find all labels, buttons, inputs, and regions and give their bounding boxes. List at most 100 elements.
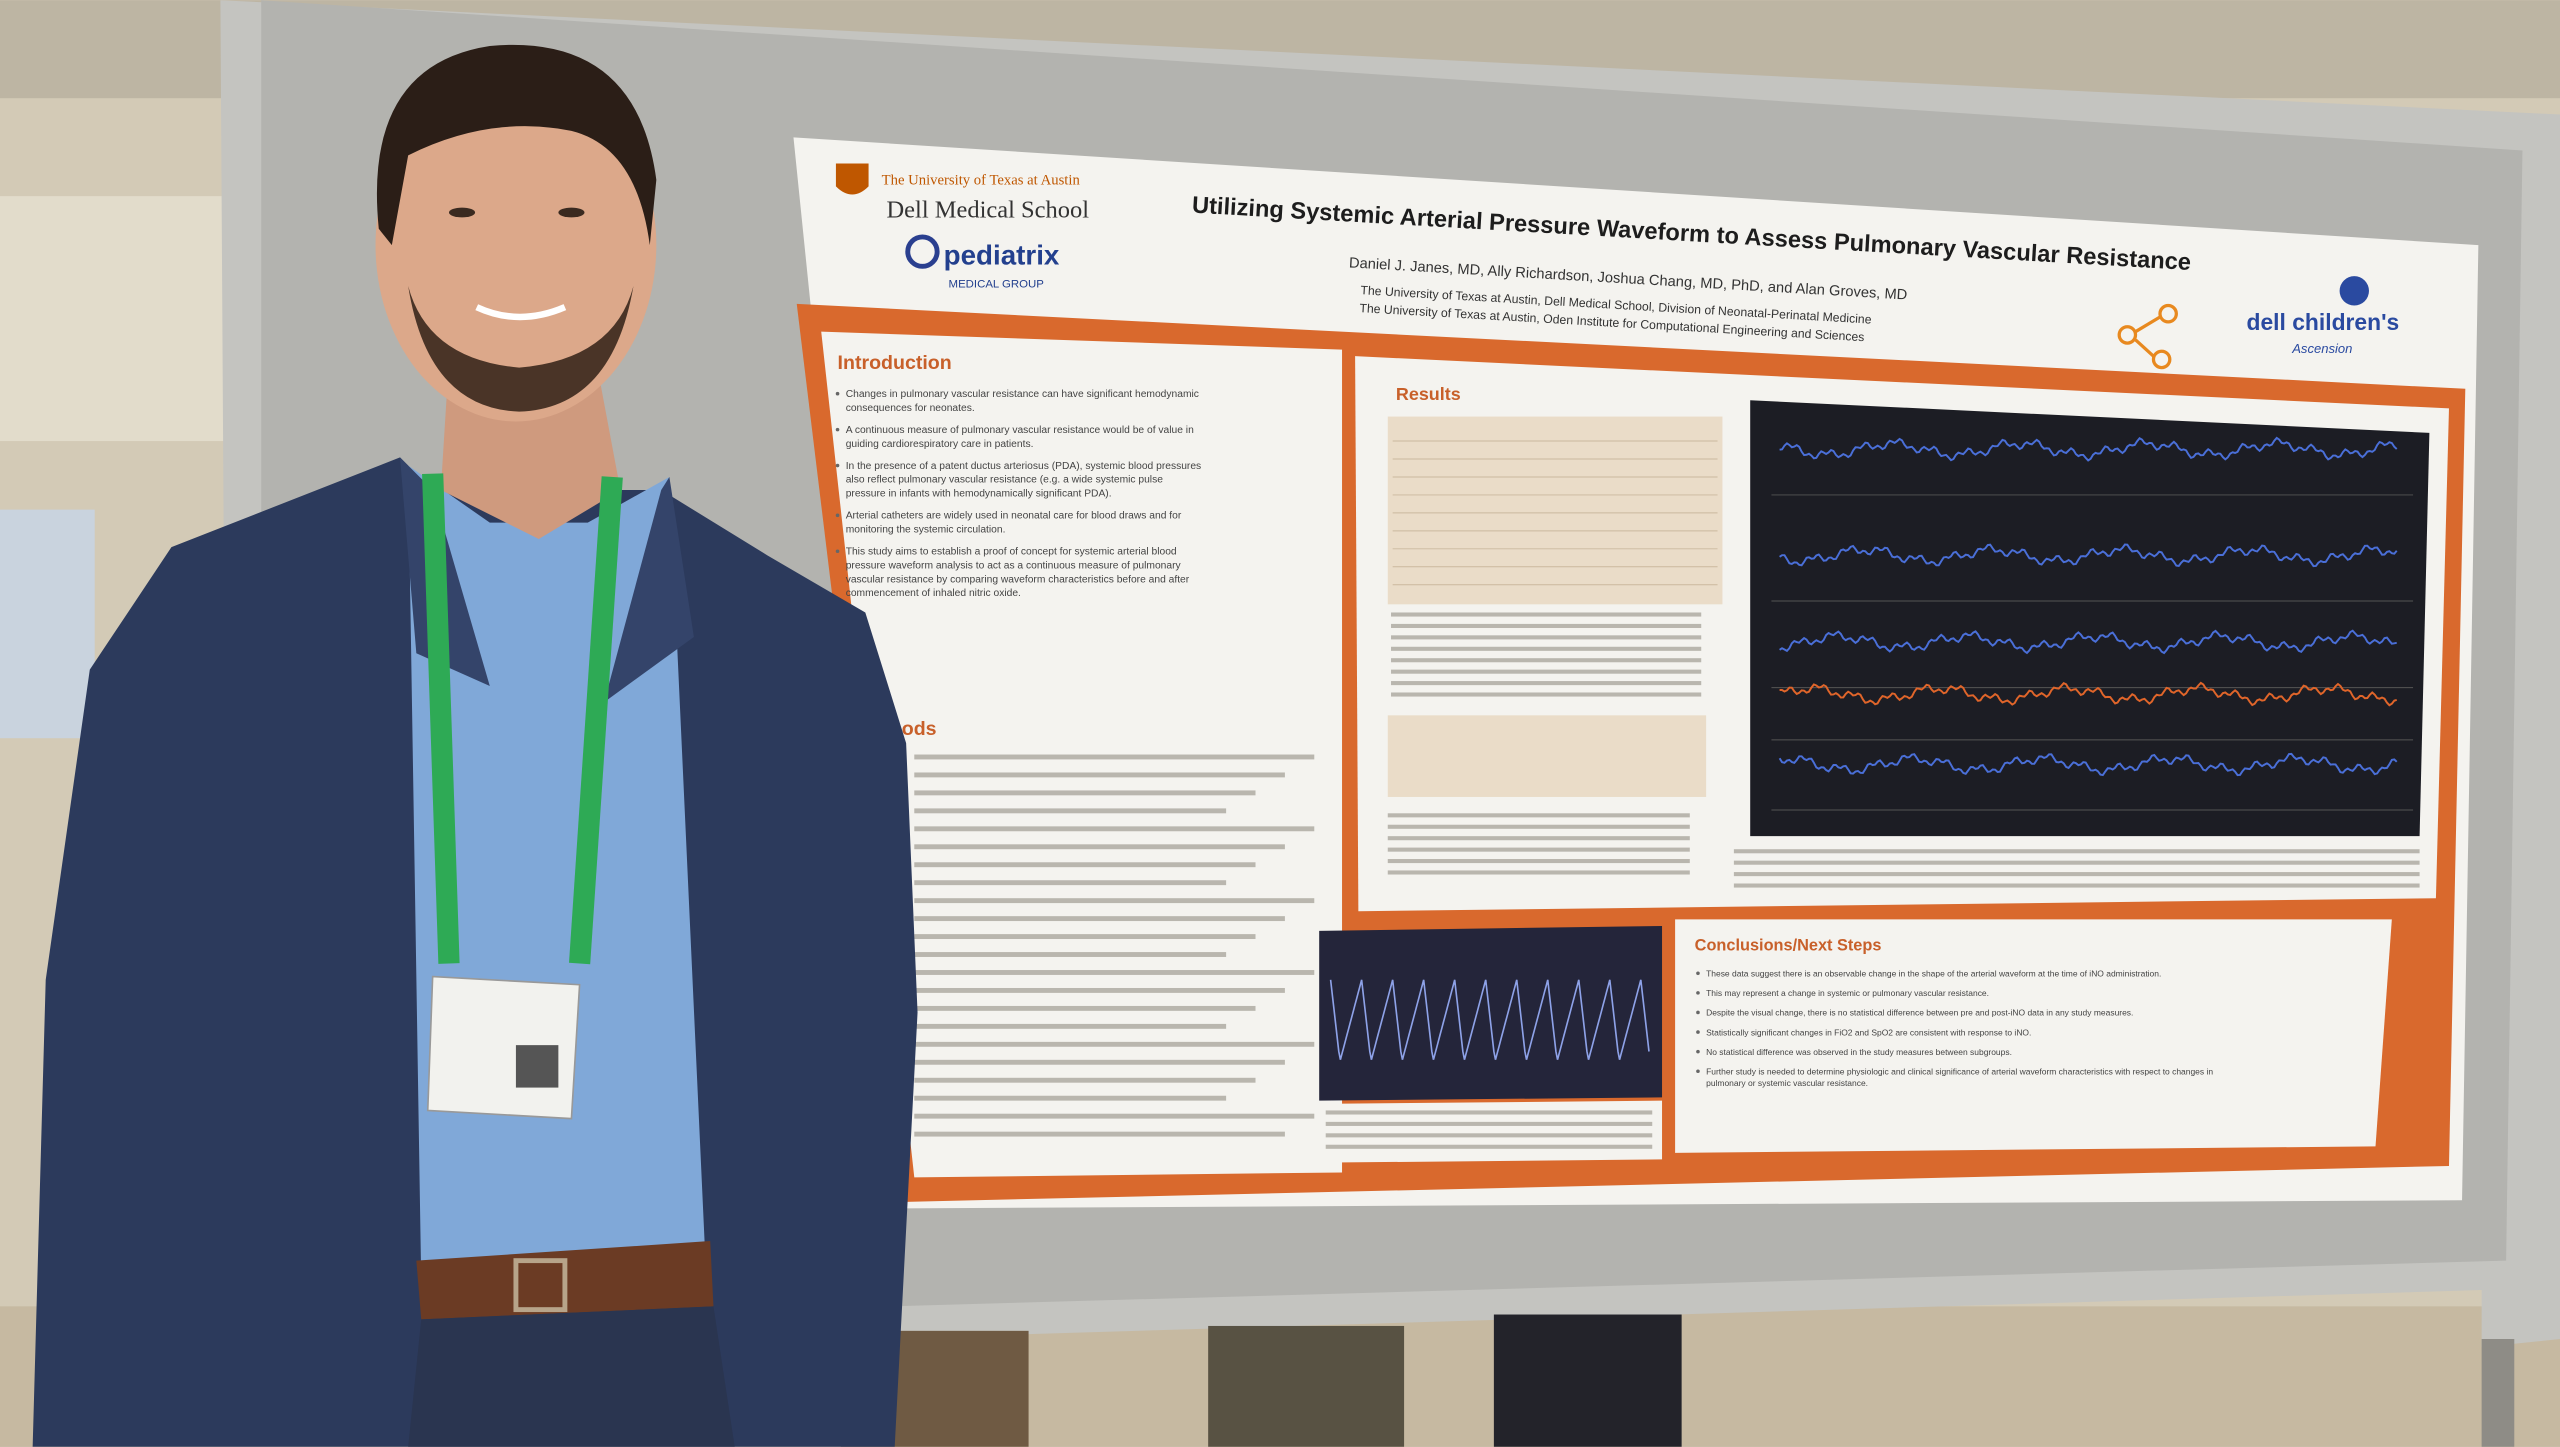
illegible-text	[1391, 681, 1702, 686]
illegible-text	[914, 934, 1256, 940]
bullet-text: No statistical difference was observed i…	[1706, 1047, 2012, 1057]
illegible-text	[1733, 860, 2420, 865]
illegible-text	[1391, 612, 1702, 617]
illegible-text	[914, 880, 1227, 886]
illegible-text	[914, 808, 1227, 814]
bullet-text: In the presence of a patent ductus arter…	[846, 461, 1204, 500]
face	[375, 68, 657, 422]
belt-buckle	[513, 1258, 568, 1313]
text-line: commencement of inhaled nitric oxide.	[846, 588, 1021, 599]
text-line: Further study is needed to determine phy…	[1706, 1067, 2215, 1077]
bullet-dot	[1696, 1030, 1700, 1034]
university-name: The University of Texas at Austin	[882, 173, 1081, 189]
section-heading: Results	[1396, 384, 1461, 404]
bullet-text: This may represent a change in systemic …	[1706, 988, 1989, 998]
bullet-text: These data suggest there is an observabl…	[1706, 969, 2161, 979]
legs-behind	[1493, 1314, 1682, 1447]
text-line: This study aims to establish a proof of …	[846, 547, 1180, 558]
illegible-text	[914, 970, 1315, 975]
text-line: consequences for neonates.	[846, 403, 975, 414]
illegible-text	[1391, 646, 1702, 651]
illegible-text	[1391, 669, 1702, 674]
text-line: guiding cardiorespiratory care in patien…	[846, 439, 1034, 450]
illegible-text	[1387, 824, 1690, 829]
waveform	[1779, 629, 2397, 655]
wall-panel	[0, 196, 229, 442]
hair	[376, 44, 657, 246]
poster-text: Changes in pulmonary vascular resistance…	[835, 389, 2215, 1088]
illegible-text	[1387, 836, 1690, 841]
decorations	[914, 436, 2420, 1149]
bullet-text: Despite the visual change, there is no s…	[1706, 1008, 2133, 1018]
text-line: pressure waveform analysis to act as a c…	[846, 560, 1184, 571]
illegible-text	[914, 1041, 1315, 1047]
waveform-figure	[1750, 400, 2430, 837]
dell-childrens-logo: dell children's	[2247, 309, 2400, 335]
illegible-text	[1733, 849, 2420, 854]
section-heading: Introduction	[838, 352, 952, 374]
text-line: This may represent a change in systemic …	[1706, 988, 1989, 998]
text-line: Statistically significant changes in FiO…	[1706, 1027, 2031, 1037]
results-table	[1387, 715, 1707, 797]
illegible-text	[914, 1113, 1315, 1119]
bullet-dot	[835, 427, 840, 432]
bullet-dot	[835, 549, 840, 554]
text-line: also reflect pulmonary vascular resistan…	[846, 475, 1166, 486]
text-line: Changes in pulmonary vascular resistance…	[846, 389, 1202, 400]
illegible-text	[914, 754, 1315, 760]
illegible-text	[914, 790, 1256, 796]
illegible-text	[1391, 692, 1702, 697]
waveform	[1779, 681, 2397, 707]
bullet-text: Further study is needed to determine phy…	[1706, 1067, 2215, 1088]
bullet-dot	[1696, 1049, 1700, 1054]
bullet-dot	[1696, 991, 1700, 995]
waveform	[1779, 436, 2398, 462]
dell-childrens-icon	[2339, 276, 2369, 306]
illegible-text	[1733, 883, 2420, 888]
illegible-text	[914, 862, 1256, 868]
pediatrix-logo: pediatrix	[944, 240, 1060, 271]
illegible-text	[1387, 859, 1690, 864]
text-line: No statistical difference was observed i…	[1706, 1047, 2012, 1057]
board-leg	[2481, 1339, 2515, 1447]
illegible-text	[914, 772, 1285, 778]
person	[32, 44, 918, 1447]
bullet-dot	[835, 513, 840, 518]
text-line: pulmonary or systemic vascular resistanc…	[1706, 1078, 1868, 1088]
ascension-logo: Ascension	[2291, 341, 2352, 356]
bullet-dot	[1696, 1069, 1700, 1074]
ut-shield	[835, 163, 869, 195]
lapel	[604, 476, 694, 703]
illegible-text	[914, 1023, 1227, 1029]
smile	[475, 304, 567, 321]
beard	[408, 285, 634, 412]
illegible-text	[1733, 872, 2420, 877]
school-name: Dell Medical School	[887, 196, 1090, 223]
illegible-text	[914, 987, 1285, 993]
illegible-text	[914, 898, 1315, 904]
lanyard	[422, 473, 460, 964]
bullet-dot	[1696, 971, 1700, 976]
eye	[558, 207, 585, 218]
illegible-text	[914, 1059, 1285, 1065]
eye	[448, 207, 476, 218]
illegible-text	[914, 826, 1315, 832]
illegible-text	[1387, 870, 1690, 875]
legs-behind	[1208, 1325, 1405, 1447]
text-line: monitoring the systemic circulation.	[846, 524, 1006, 535]
illegible-text	[1325, 1144, 1653, 1149]
illegible-text	[914, 1077, 1256, 1083]
badge-qr	[515, 1045, 559, 1088]
text-line: In the presence of a patent ductus arter…	[846, 461, 1204, 472]
illegible-text	[914, 844, 1285, 850]
lanyard	[569, 476, 623, 965]
illegible-text	[1391, 658, 1702, 663]
bullet-text: Statistically significant changes in FiO…	[1706, 1027, 2031, 1037]
section-heading: Conclusions/Next Steps	[1695, 936, 1882, 954]
bullet-text: Arterial catheters are widely used in ne…	[846, 511, 1184, 536]
figure-caption	[1319, 1100, 1663, 1163]
illegible-text	[1387, 847, 1690, 852]
waveform	[1779, 543, 2398, 568]
